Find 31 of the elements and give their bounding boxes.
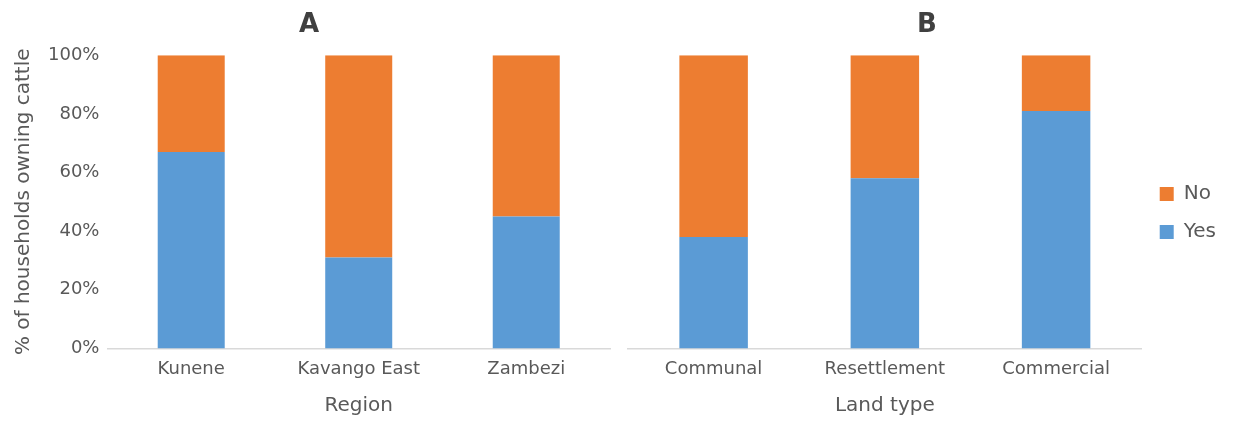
bar [157, 55, 225, 152]
y-tick-label: 100% [47, 42, 100, 64]
y-tick-label: 20% [59, 277, 100, 299]
bar [157, 151, 225, 349]
chart-title: A [298, 8, 320, 39]
x-tick-label: Kunene [157, 356, 225, 378]
bar [492, 55, 560, 217]
bar [1021, 110, 1091, 349]
bar [325, 257, 393, 349]
x-tick-label: Kavango East [297, 356, 421, 378]
y-tick-label: 40% [59, 218, 100, 240]
bar [679, 55, 748, 237]
x-tick-label: Zambezi [487, 356, 566, 378]
legend-label: No [1183, 180, 1211, 205]
chart-title: B [917, 8, 937, 39]
y-tick-label: 60% [59, 160, 100, 182]
y-tick-label: 0% [70, 336, 100, 358]
x-axis-title: Land type [834, 392, 935, 417]
bar [1021, 55, 1091, 111]
bar [679, 236, 748, 349]
bar [850, 55, 920, 179]
y-tick-label: 80% [59, 101, 100, 123]
legend-label: Yes [1182, 218, 1217, 243]
x-tick-label: Communal [664, 356, 763, 378]
bar [325, 55, 393, 258]
bar [850, 178, 920, 349]
y-axis-title: % of households owning cattle [10, 48, 35, 356]
bar [492, 216, 560, 349]
x-tick-label: Commercial [1002, 356, 1110, 378]
x-axis-title: Region [324, 392, 393, 417]
x-tick-label: Resettlement [824, 356, 946, 378]
